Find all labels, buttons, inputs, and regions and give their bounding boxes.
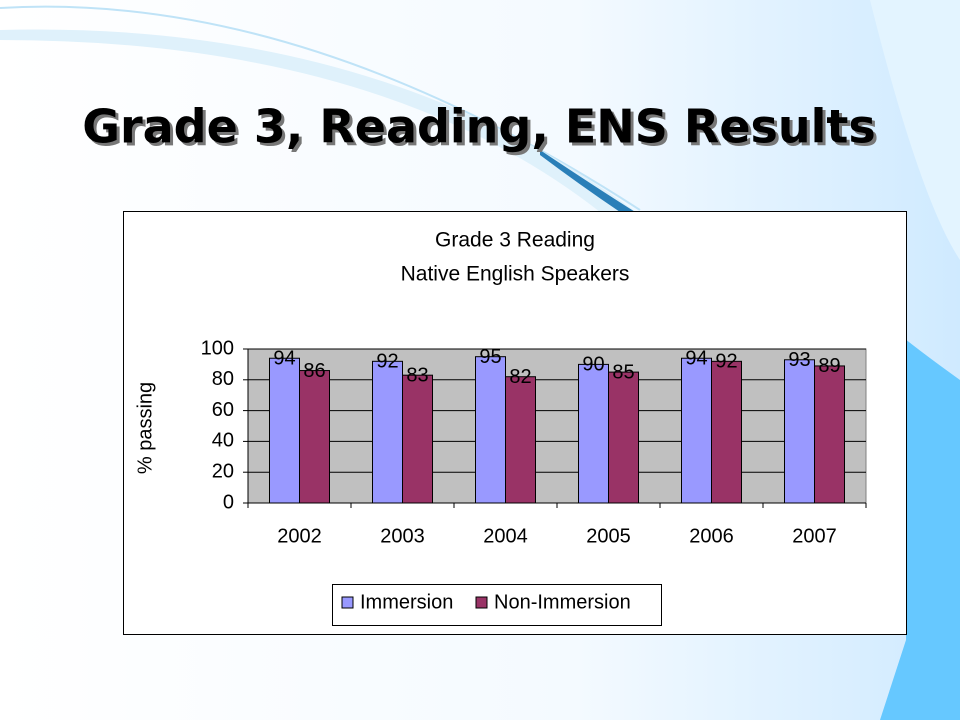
title-shadow: Grade 3, Reading, ENS Results: [85, 103, 879, 157]
decor-shape: [870, 0, 960, 260]
chart-title: Grade 3 Reading: [435, 229, 595, 252]
data-label: 95: [479, 346, 501, 368]
data-label: 94: [273, 348, 295, 370]
y-tick-label: 60: [212, 399, 234, 421]
bar: [681, 357, 712, 504]
x-tick-label: 2004: [483, 525, 528, 547]
plot-area: [247, 348, 867, 504]
legend-label: Immersion: [360, 591, 453, 613]
data-label: 90: [582, 354, 604, 376]
bar: [578, 363, 609, 504]
bar: [372, 360, 403, 504]
slide-title: Grade 3, Reading, ENS Results: [82, 100, 876, 154]
bar: [814, 365, 845, 504]
legend-box: [332, 584, 662, 626]
x-tick-label: 2002: [277, 525, 322, 547]
bar: [475, 356, 506, 504]
bar: [299, 370, 330, 504]
y-axis-label: % passing: [134, 382, 156, 474]
bar: [711, 360, 742, 504]
plot: 0 20 40 60 80 100 2002 94 86 2003 92 83 2004 95 82 2005…: [201, 337, 867, 613]
y-tick-label: 100: [201, 337, 234, 359]
legend-swatch: [475, 596, 488, 609]
data-label: 94: [685, 348, 707, 370]
data-label: 85: [612, 361, 634, 383]
data-label: 83: [406, 364, 428, 386]
x-tick-label: 2007: [792, 525, 837, 547]
y-tick-label: 80: [212, 368, 234, 390]
data-label: 86: [303, 360, 325, 382]
bar: [402, 374, 433, 504]
y-tick-label: 0: [223, 491, 234, 513]
x-tick-label: 2003: [380, 525, 425, 547]
decor-arc: [0, 29, 640, 216]
y-tick-label: 20: [212, 460, 234, 482]
legend-swatch: [341, 596, 354, 609]
x-tick-label: 2006: [689, 525, 734, 547]
chart-subtitle: Native English Speakers: [401, 263, 630, 286]
x-tick-label: 2005: [586, 525, 631, 547]
legend-label: Non-Immersion: [494, 591, 631, 613]
bar: [784, 359, 815, 504]
y-tick-label: 40: [212, 430, 234, 452]
bar: [269, 357, 300, 504]
data-label: 92: [376, 351, 398, 373]
data-label: 92: [715, 351, 737, 373]
bar: [608, 371, 639, 504]
decor-shape: [860, 300, 960, 720]
data-label: 93: [788, 349, 810, 371]
data-label: 89: [818, 355, 840, 377]
bar: [505, 376, 536, 504]
data-label: 82: [509, 366, 531, 388]
decor-arc: [0, 5, 641, 211]
